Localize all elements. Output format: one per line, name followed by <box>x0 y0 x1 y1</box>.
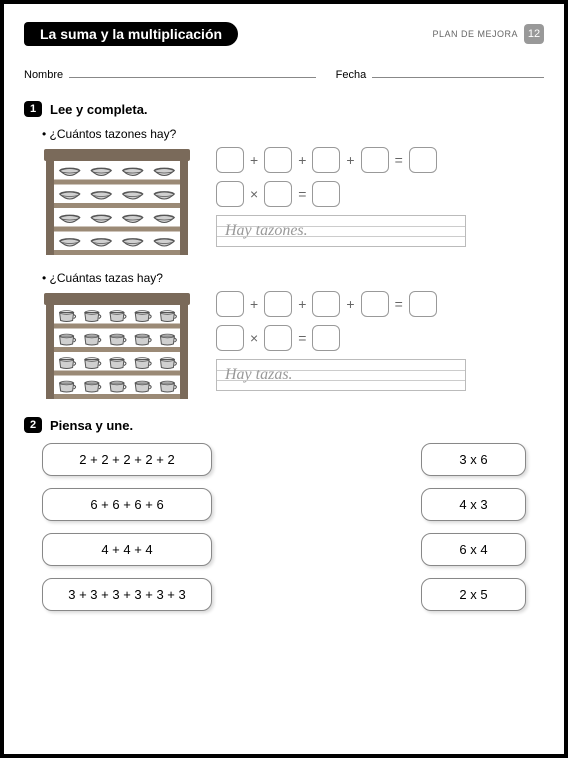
match-row: 6 + 6 + 6 + 6 4 x 3 <box>42 488 526 521</box>
form-row: Nombre Fecha <box>24 64 544 81</box>
multiplication-row-1: × = <box>216 181 544 207</box>
worksheet-page: La suma y la multiplicación PLAN DE MEJO… <box>0 0 568 758</box>
section-2-title: Piensa y une. <box>50 418 133 433</box>
input-box[interactable] <box>216 147 244 173</box>
section-2: 2 Piensa y une. 2 + 2 + 2 + 2 + 2 3 x 6 6 … <box>24 417 544 611</box>
input-box[interactable] <box>264 181 292 207</box>
input-box[interactable] <box>361 291 389 317</box>
input-box[interactable] <box>312 181 340 207</box>
input-box[interactable] <box>409 291 437 317</box>
name-input-line[interactable] <box>69 64 316 78</box>
date-input-line[interactable] <box>372 64 544 78</box>
multiplication-row-2: × = <box>216 325 544 351</box>
matching-container: 2 + 2 + 2 + 2 + 2 3 x 6 6 + 6 + 6 + 6 4 x 3… <box>24 443 544 611</box>
addition-row-1: + + + = <box>216 147 544 173</box>
input-box[interactable] <box>312 147 340 173</box>
input-box[interactable] <box>264 291 292 317</box>
match-right-box[interactable]: 3 x 6 <box>421 443 526 476</box>
answer-hint-1: Hay tazones. <box>225 222 308 240</box>
input-box[interactable] <box>361 147 389 173</box>
writing-line-2[interactable]: Hay tazas. <box>216 359 466 391</box>
match-right-box[interactable]: 4 x 3 <box>421 488 526 521</box>
shelf-cups <box>42 291 192 401</box>
match-row: 4 + 4 + 4 6 x 4 <box>42 533 526 566</box>
header: La suma y la multiplicación PLAN DE MEJO… <box>24 22 544 46</box>
answer-hint-2: Hay tazas. <box>225 366 293 384</box>
date-label: Fecha <box>336 69 367 81</box>
match-left-box[interactable]: 4 + 4 + 4 <box>42 533 212 566</box>
page-number: 12 <box>524 24 544 44</box>
match-right-box[interactable]: 6 x 4 <box>421 533 526 566</box>
equations-2: + + + = × = Hay tazas. <box>216 291 544 391</box>
input-box[interactable] <box>264 325 292 351</box>
match-row: 2 + 2 + 2 + 2 + 2 3 x 6 <box>42 443 526 476</box>
section-1-number: 1 <box>24 101 42 117</box>
match-row: 3 + 3 + 3 + 3 + 3 + 3 2 x 5 <box>42 578 526 611</box>
exercise-1: + + + = × = Hay tazones. <box>42 147 544 257</box>
input-box[interactable] <box>216 181 244 207</box>
addition-row-2: + + + = <box>216 291 544 317</box>
input-box[interactable] <box>216 291 244 317</box>
shelf-bowls <box>42 147 192 257</box>
question-2: • ¿Cuántas tazas hay? <box>42 271 544 285</box>
section-2-number: 2 <box>24 417 42 433</box>
match-left-box[interactable]: 3 + 3 + 3 + 3 + 3 + 3 <box>42 578 212 611</box>
match-left-box[interactable]: 2 + 2 + 2 + 2 + 2 <box>42 443 212 476</box>
page-title: La suma y la multiplicación <box>24 22 238 46</box>
input-box[interactable] <box>264 147 292 173</box>
input-box[interactable] <box>312 291 340 317</box>
question-1: • ¿Cuántos tazones hay? <box>42 127 544 141</box>
input-box[interactable] <box>312 325 340 351</box>
match-right-box[interactable]: 2 x 5 <box>421 578 526 611</box>
section-1-title: Lee y completa. <box>50 102 148 117</box>
name-label: Nombre <box>24 69 63 81</box>
exercise-2: + + + = × = Hay tazas. <box>42 291 544 401</box>
section-1: 1 Lee y completa. • ¿Cuántos tazones hay… <box>24 101 544 401</box>
input-box[interactable] <box>216 325 244 351</box>
writing-line-1[interactable]: Hay tazones. <box>216 215 466 247</box>
equations-1: + + + = × = Hay tazones. <box>216 147 544 247</box>
plan-label: PLAN DE MEJORA <box>432 29 518 39</box>
input-box[interactable] <box>409 147 437 173</box>
match-left-box[interactable]: 6 + 6 + 6 + 6 <box>42 488 212 521</box>
